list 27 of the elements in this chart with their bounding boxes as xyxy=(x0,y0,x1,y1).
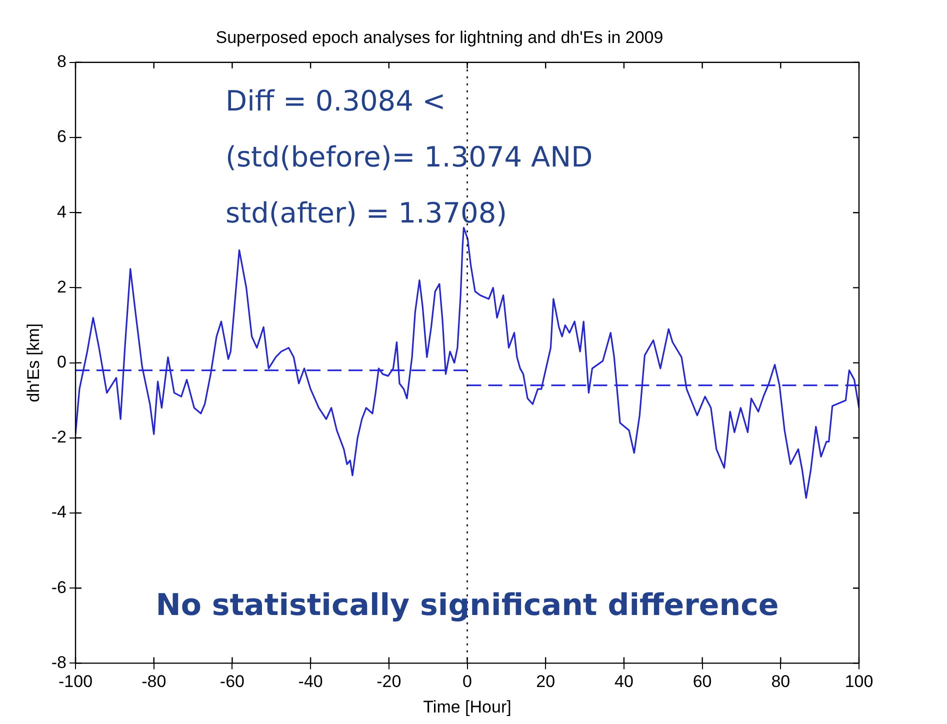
y-tick-label: -8 xyxy=(51,652,67,672)
x-tick-label: 0 xyxy=(462,672,472,692)
annotation: No statistically significant difference xyxy=(156,588,779,624)
x-tick-label: 60 xyxy=(692,672,712,692)
x-tick-label: 40 xyxy=(614,672,634,692)
y-tick-label: 2 xyxy=(57,277,67,296)
x-tick-label: 20 xyxy=(536,672,556,692)
annotation: Diff = 0.3084 < xyxy=(226,84,446,118)
y-tick-label: -6 xyxy=(51,578,67,597)
x-tick-label: -40 xyxy=(298,672,323,692)
x-tick-label: -20 xyxy=(376,672,402,692)
x-tick-label: -80 xyxy=(142,672,166,692)
x-axis-title: Time [Hour] xyxy=(423,697,512,716)
annotation: (std(before)= 1.3074 AND xyxy=(226,140,593,174)
x-tick-label: -60 xyxy=(220,672,244,692)
chart-title: Superposed epoch analyses for lightning and dh'Es in 2009 xyxy=(216,28,664,47)
y-tick-label: -2 xyxy=(51,428,67,447)
x-tick-label: -100 xyxy=(58,672,93,692)
y-tick-label: 4 xyxy=(57,202,67,222)
y-tick-label: 8 xyxy=(57,52,67,72)
annotation: std(after) = 1.3708) xyxy=(226,196,508,230)
y-tick-label: 0 xyxy=(57,352,67,372)
x-tick-label: 100 xyxy=(844,672,874,692)
y-tick-label: 6 xyxy=(57,127,67,146)
x-tick-label: 80 xyxy=(771,672,790,692)
y-axis-title: dh'Es [km] xyxy=(24,323,43,402)
y-tick-label: -4 xyxy=(51,502,67,522)
